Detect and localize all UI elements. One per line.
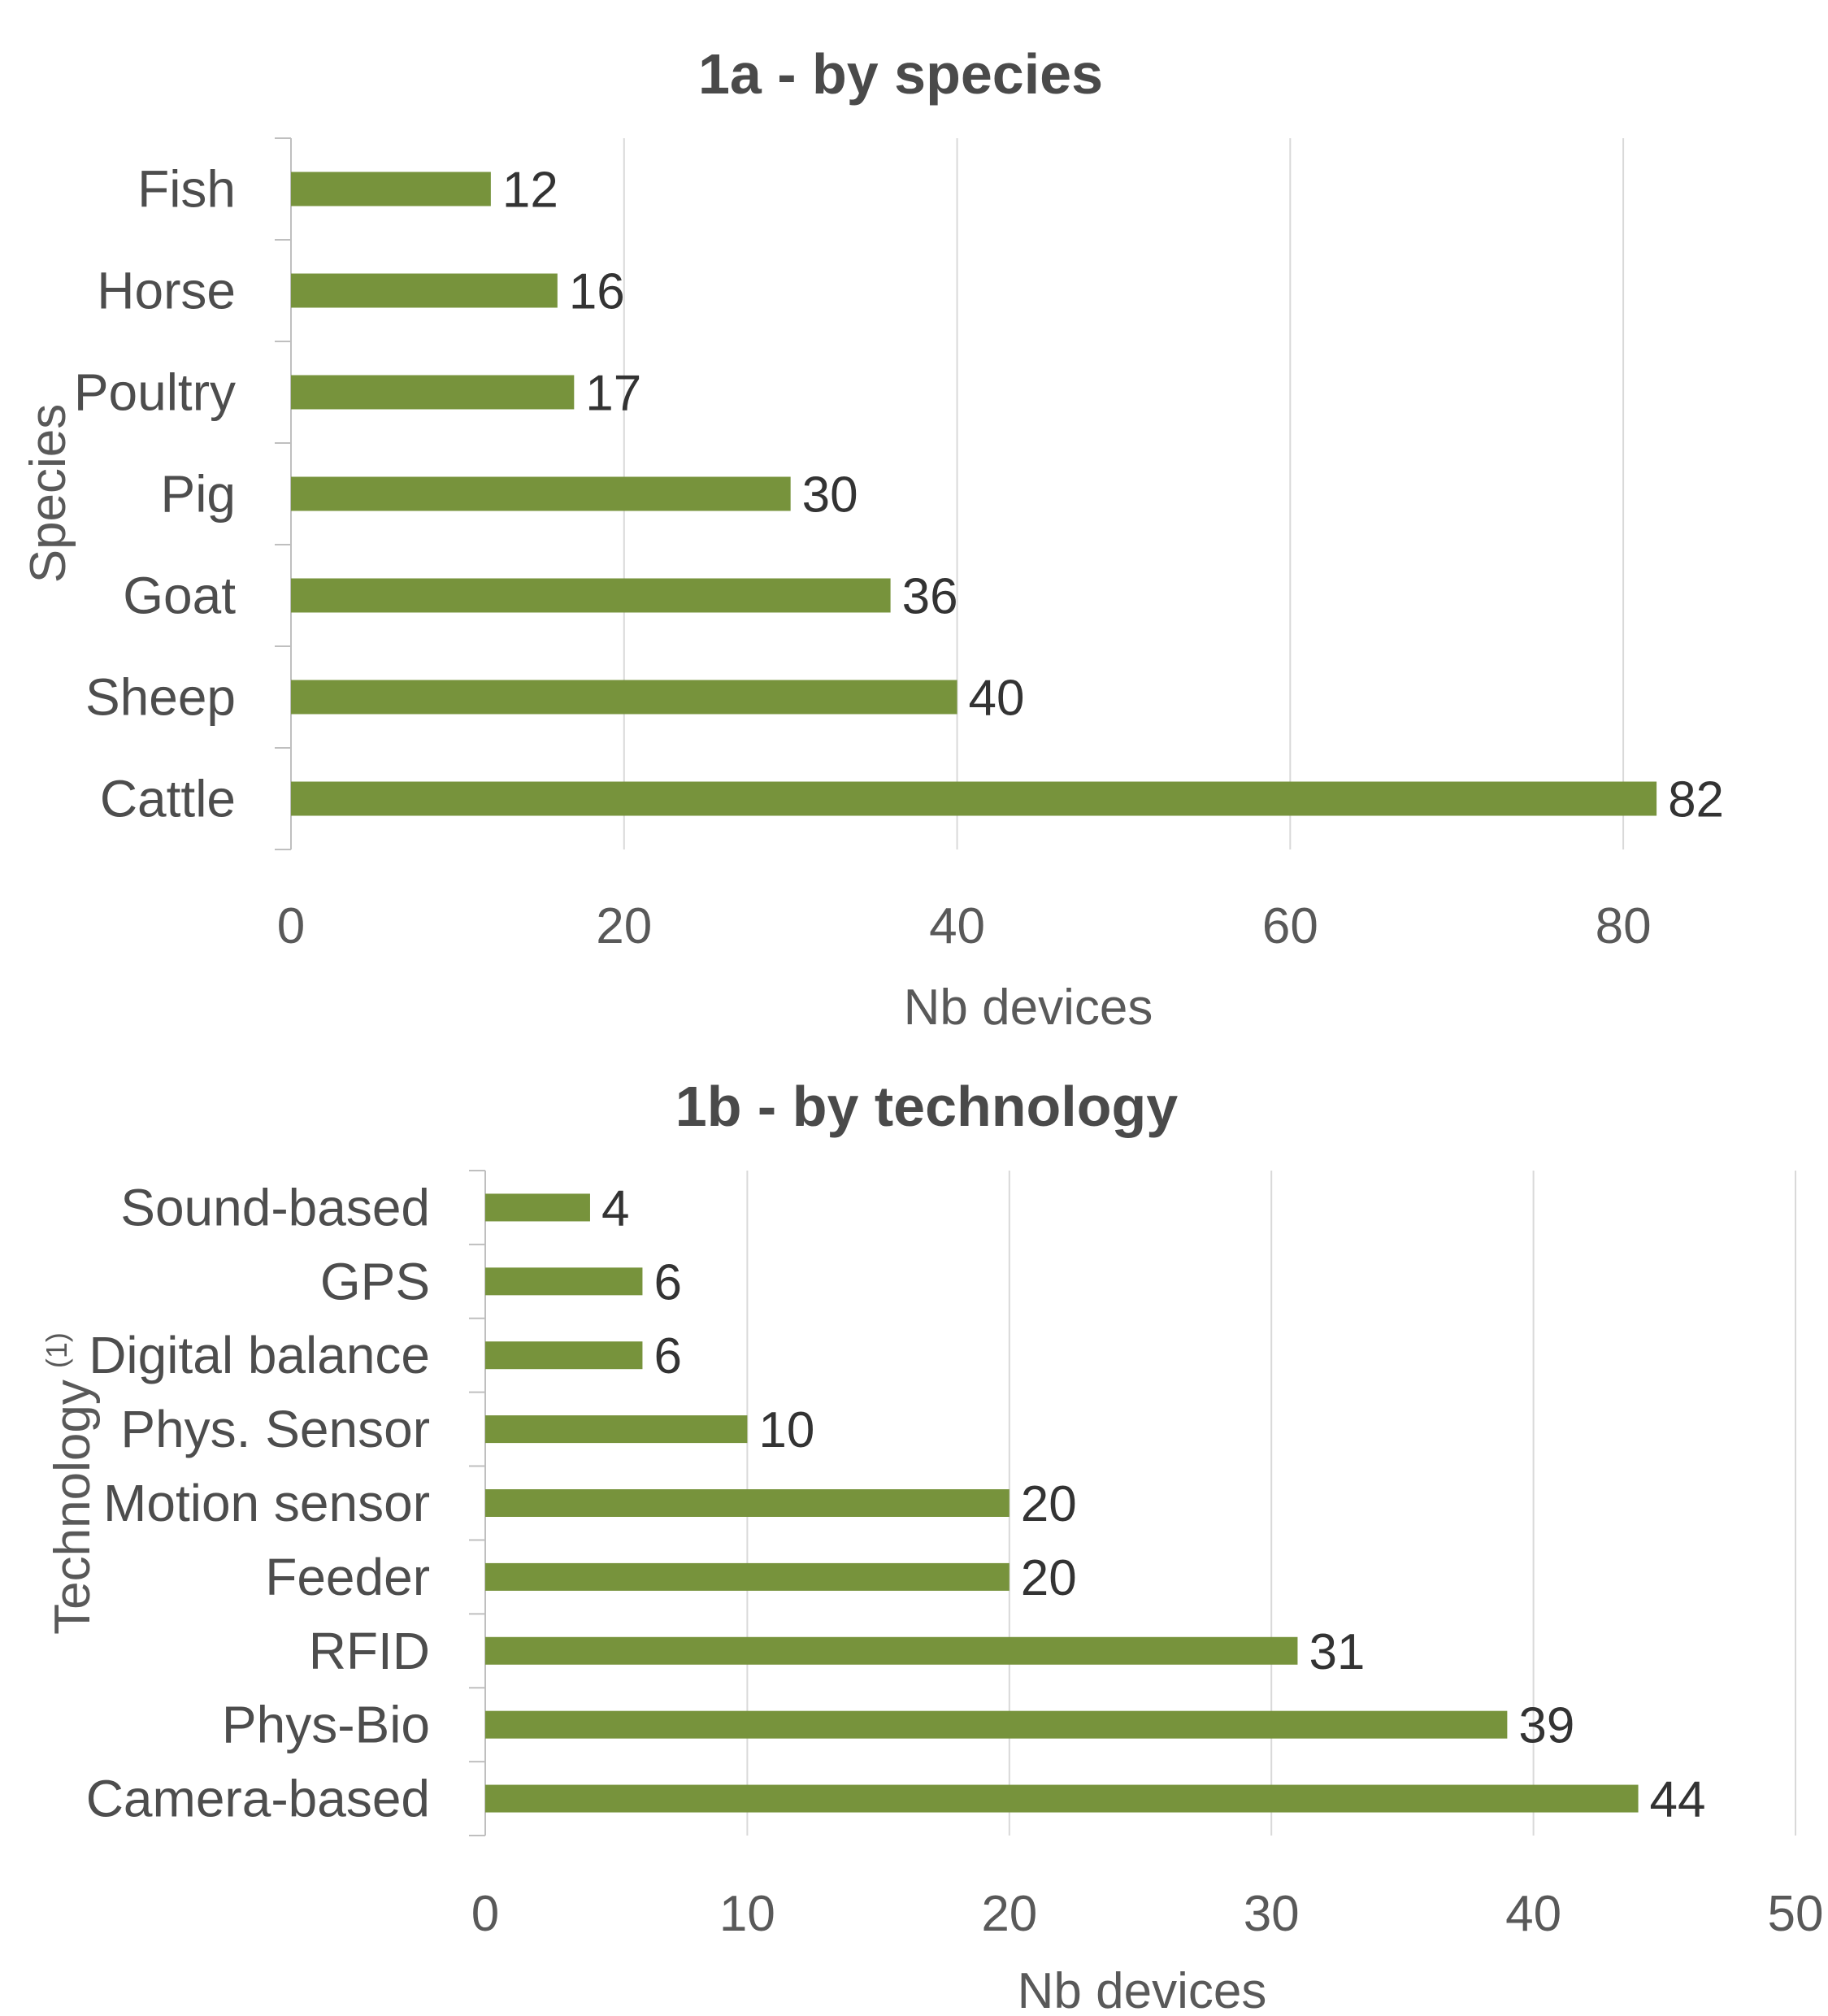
category-label: Phys. Sensor <box>120 1400 430 1458</box>
category-label: RFID <box>309 1622 430 1680</box>
category-label: Goat <box>123 567 236 625</box>
bar <box>291 578 891 613</box>
data-label: 44 <box>1650 1772 1706 1828</box>
bar <box>291 680 957 715</box>
data-label: 6 <box>653 1328 681 1384</box>
data-label: 20 <box>1021 1550 1077 1606</box>
x-tick-label: 20 <box>596 898 652 954</box>
category-label: Digital balance <box>89 1326 430 1384</box>
category-label: GPS <box>320 1252 430 1310</box>
data-label: 82 <box>1668 772 1724 828</box>
chart-title: 1b - by technology <box>675 1075 1178 1138</box>
category-label: Pig <box>161 465 237 524</box>
y-axis-label: Technology (1) <box>40 1332 101 1635</box>
x-tick-label: 50 <box>1768 1886 1824 1942</box>
y-axis-label-text: Technology <box>45 1379 101 1635</box>
data-label: 4 <box>601 1180 629 1236</box>
x-tick-label: 60 <box>1262 898 1318 954</box>
bar <box>291 172 491 206</box>
bar <box>485 1415 748 1444</box>
data-label: 16 <box>569 264 625 320</box>
y-axis-label: Species <box>20 404 76 584</box>
chart-1a-species: 1a - by species Fish 12 Horse 16 Poultry 17 Pig… <box>20 42 1724 1036</box>
x-tick-label: 10 <box>719 1886 775 1942</box>
category-label: Poultry <box>74 363 236 422</box>
x-tick-label: 20 <box>981 1886 1037 1942</box>
bar <box>291 273 558 308</box>
bar <box>291 781 1657 816</box>
category-label: Fish <box>137 160 236 219</box>
data-label: 36 <box>902 569 958 625</box>
y-axis-label-superscript: (1) <box>40 1332 73 1368</box>
data-label: 10 <box>758 1402 814 1458</box>
bar <box>485 1636 1298 1665</box>
bar <box>291 476 791 511</box>
x-tick-label: 40 <box>1505 1886 1561 1942</box>
x-tick-label: 30 <box>1244 1886 1300 1942</box>
category-label: Sheep <box>85 668 236 727</box>
x-axis-label: Nb devices <box>1018 1963 1267 2016</box>
x-tick-label: 40 <box>929 898 985 954</box>
bar <box>485 1267 643 1296</box>
data-label: 6 <box>653 1254 681 1310</box>
x-tick-label: 80 <box>1596 898 1652 954</box>
data-label: 20 <box>1021 1476 1077 1532</box>
bar <box>485 1489 1010 1517</box>
category-label: Cattle <box>100 770 236 828</box>
x-tick-label: 0 <box>277 898 305 954</box>
category-label: Feeder <box>265 1548 430 1606</box>
bar <box>485 1341 643 1370</box>
data-label: 40 <box>969 671 1025 727</box>
category-label: Sound-based <box>120 1178 430 1236</box>
chart-1b-technology: 1b - by technology Sound-based 4 GPS 6 Digita… <box>40 1075 1823 2016</box>
category-label: Camera-based <box>86 1770 430 1828</box>
data-label: 17 <box>585 366 641 422</box>
bar <box>291 375 575 410</box>
category-label: Phys-Bio <box>222 1696 430 1754</box>
data-label: 12 <box>502 163 558 219</box>
bar <box>485 1710 1508 1739</box>
y-axis-label-text: Species <box>20 404 76 584</box>
data-label: 39 <box>1518 1698 1574 1754</box>
x-tick-label: 0 <box>471 1886 499 1942</box>
bar <box>485 1784 1639 1813</box>
category-label: Motion sensor <box>103 1474 430 1532</box>
bar <box>485 1193 590 1222</box>
data-label: 30 <box>802 467 858 524</box>
bar <box>485 1562 1010 1591</box>
x-axis-label: Nb devices <box>904 980 1153 1036</box>
category-label: Horse <box>97 262 236 320</box>
chart-title: 1a - by species <box>698 42 1103 106</box>
data-label: 31 <box>1309 1624 1365 1680</box>
